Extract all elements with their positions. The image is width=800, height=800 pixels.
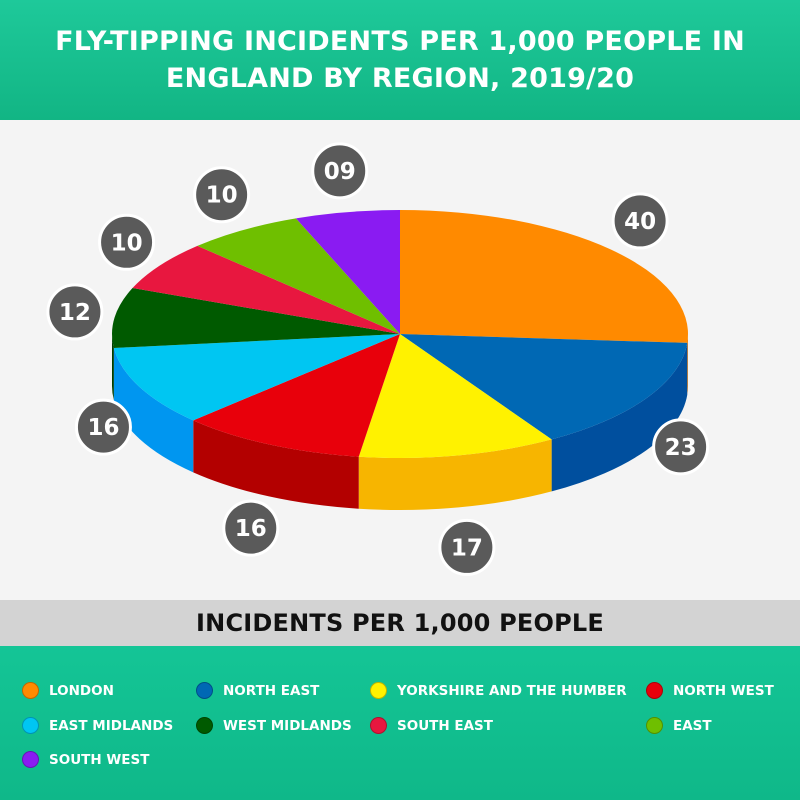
value-badge-circle bbox=[193, 166, 251, 224]
chart-title: FLY-TIPPING INCIDENTS PER 1,000 PEOPLE I… bbox=[55, 26, 745, 94]
value-badge: 23 bbox=[652, 418, 710, 476]
legend-label: EAST MIDLANDS bbox=[49, 717, 174, 734]
pie-slice-north-west bbox=[193, 334, 400, 457]
legend-item-london: LONDON bbox=[22, 682, 114, 699]
value-badge: 16 bbox=[222, 499, 280, 557]
pie-top bbox=[111, 210, 689, 458]
legend-label: WEST MIDLANDS bbox=[223, 717, 352, 734]
legend-swatch bbox=[22, 717, 39, 734]
value-label: 12 bbox=[59, 300, 91, 326]
value-label: 10 bbox=[111, 230, 143, 256]
legend-label: NORTH EAST bbox=[223, 682, 320, 699]
legend-item-yorkshire: YORKSHIRE AND THE HUMBER bbox=[370, 682, 627, 699]
value-badge-circle bbox=[222, 499, 280, 557]
value-badge-circle bbox=[438, 518, 496, 576]
value-badge-circle bbox=[652, 418, 710, 476]
pie-slice-yorkshire-and-the-humber bbox=[358, 334, 552, 458]
chart-subtitle: INCIDENTS PER 1,000 PEOPLE bbox=[196, 609, 604, 637]
pie-side-yorkshire-and-the-humber bbox=[358, 439, 552, 510]
pie-side-west-midlands bbox=[112, 334, 114, 400]
legend-item-south-west: SOUTH WEST bbox=[22, 751, 149, 768]
legend: LONDON NORTH EAST YORKSHIRE AND THE HUMB… bbox=[0, 646, 800, 800]
legend-swatch bbox=[196, 717, 213, 734]
legend-item-north-west: NORTH WEST bbox=[646, 682, 774, 699]
value-badge: 17 bbox=[438, 518, 496, 576]
value-label: 40 bbox=[624, 209, 656, 235]
legend-swatch bbox=[22, 751, 39, 768]
pie-value-labels: 40 23 17 16 16 12 10 10 09 bbox=[46, 142, 710, 576]
chart-area: 40 23 17 16 16 12 10 10 09 bbox=[0, 120, 800, 600]
value-badge: 10 bbox=[98, 213, 156, 271]
legend-label: SOUTH WEST bbox=[49, 751, 150, 768]
legend-swatch bbox=[646, 717, 663, 734]
legend-label: NORTH WEST bbox=[673, 682, 774, 699]
legend-item-north-east: NORTH EAST bbox=[196, 682, 319, 699]
legend-swatch bbox=[370, 682, 387, 699]
legend-swatch bbox=[646, 682, 663, 699]
value-badge-circle bbox=[98, 213, 156, 271]
value-badge-circle bbox=[46, 283, 104, 341]
legend-label: YORKSHIRE AND THE HUMBER bbox=[397, 682, 627, 699]
value-badge-circle bbox=[611, 192, 669, 250]
pie-slice-north-east bbox=[400, 334, 688, 440]
legend-item-west-midlands: WEST MIDLANDS bbox=[196, 717, 352, 734]
legend-swatch bbox=[196, 682, 213, 699]
value-label: 23 bbox=[665, 435, 697, 461]
legend-swatch bbox=[370, 717, 387, 734]
header: FLY-TIPPING INCIDENTS PER 1,000 PEOPLE I… bbox=[0, 0, 800, 120]
value-label: 09 bbox=[324, 159, 356, 185]
value-label: 17 bbox=[451, 535, 483, 561]
value-badge: 40 bbox=[611, 192, 669, 250]
pie-slice-east-midlands bbox=[113, 334, 401, 421]
pie-chart: 40 23 17 16 16 12 10 10 09 bbox=[46, 142, 710, 576]
pie-slice-east bbox=[197, 218, 400, 334]
legend-swatch bbox=[22, 682, 39, 699]
pie-side-london bbox=[687, 334, 688, 395]
value-label: 16 bbox=[87, 415, 119, 441]
legend-item-south-east: SOUTH EAST bbox=[370, 717, 493, 734]
legend-item-east-midlands: EAST MIDLANDS bbox=[22, 717, 173, 734]
legend-item-east: EAST bbox=[646, 717, 712, 734]
value-badge: 09 bbox=[311, 142, 369, 200]
value-label: 16 bbox=[235, 516, 267, 542]
value-badge: 10 bbox=[193, 166, 251, 224]
pie-side-north-west bbox=[193, 420, 359, 509]
value-badge: 16 bbox=[74, 398, 132, 456]
pie-sides bbox=[112, 334, 688, 510]
legend-label: EAST bbox=[673, 717, 712, 734]
pie-side-east-midlands bbox=[113, 347, 194, 473]
pie-side-north-east bbox=[551, 342, 688, 492]
legend-label: LONDON bbox=[49, 682, 114, 699]
value-badge-circle bbox=[311, 142, 369, 200]
pie-slice-south-east bbox=[132, 245, 400, 334]
subtitle-bar: INCIDENTS PER 1,000 PEOPLE bbox=[0, 600, 800, 646]
value-badge: 12 bbox=[46, 283, 104, 341]
pie-slice-south-west bbox=[295, 210, 400, 334]
value-label: 10 bbox=[206, 183, 238, 209]
value-badge-circle bbox=[74, 398, 132, 456]
pie-slice-west-midlands bbox=[111, 288, 400, 348]
pie-slice-london bbox=[400, 210, 689, 343]
legend-label: SOUTH EAST bbox=[397, 717, 493, 734]
